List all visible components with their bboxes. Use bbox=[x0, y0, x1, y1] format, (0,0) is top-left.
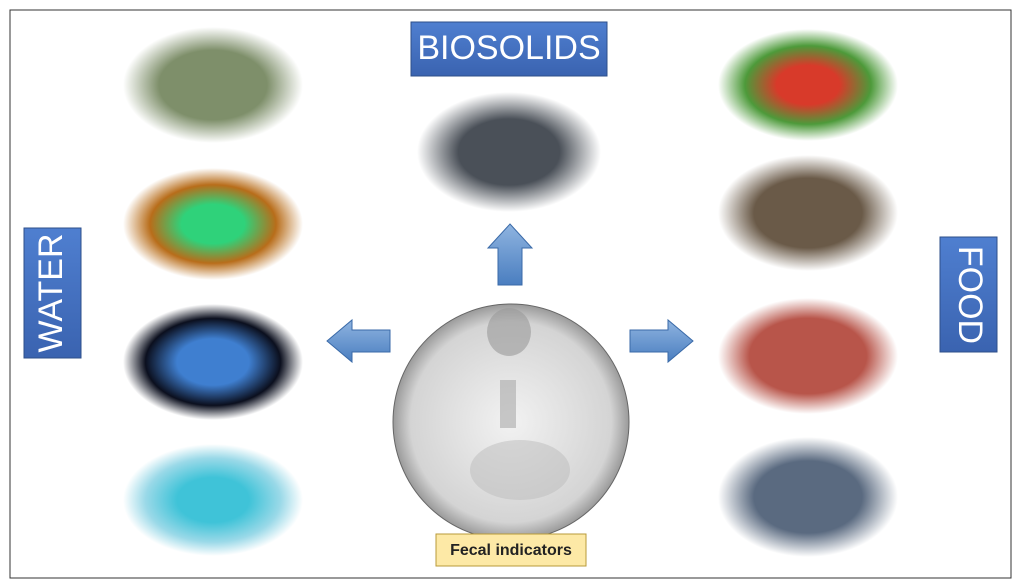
diagram: BIOSOLIDS WATER FOOD Fecal indicators bbox=[0, 0, 1019, 585]
sea-image bbox=[123, 444, 303, 556]
fecal-indicators-label: Fecal indicators bbox=[450, 542, 572, 559]
shellfish-image bbox=[718, 155, 898, 271]
water-label: WATER bbox=[32, 234, 70, 353]
meat-image bbox=[718, 298, 898, 414]
cave-water-image bbox=[123, 168, 303, 280]
salad-image bbox=[718, 29, 898, 141]
biosolids-image bbox=[417, 92, 601, 212]
arrow-right bbox=[630, 320, 693, 362]
host-cell bbox=[470, 440, 570, 500]
drinking-water-image bbox=[123, 304, 303, 420]
biosolids-label: BIOSOLIDS bbox=[417, 29, 600, 67]
phage-head bbox=[487, 308, 531, 356]
treatment-plant-image bbox=[123, 27, 303, 143]
page: BIOSOLIDS WATER FOOD Fecal indicators ((… bbox=[0, 0, 1019, 585]
food-label: FOOD bbox=[951, 246, 989, 344]
phage-tail bbox=[500, 380, 516, 428]
fish-image bbox=[718, 437, 898, 557]
arrow-up bbox=[488, 224, 532, 285]
arrow-left bbox=[327, 320, 390, 362]
